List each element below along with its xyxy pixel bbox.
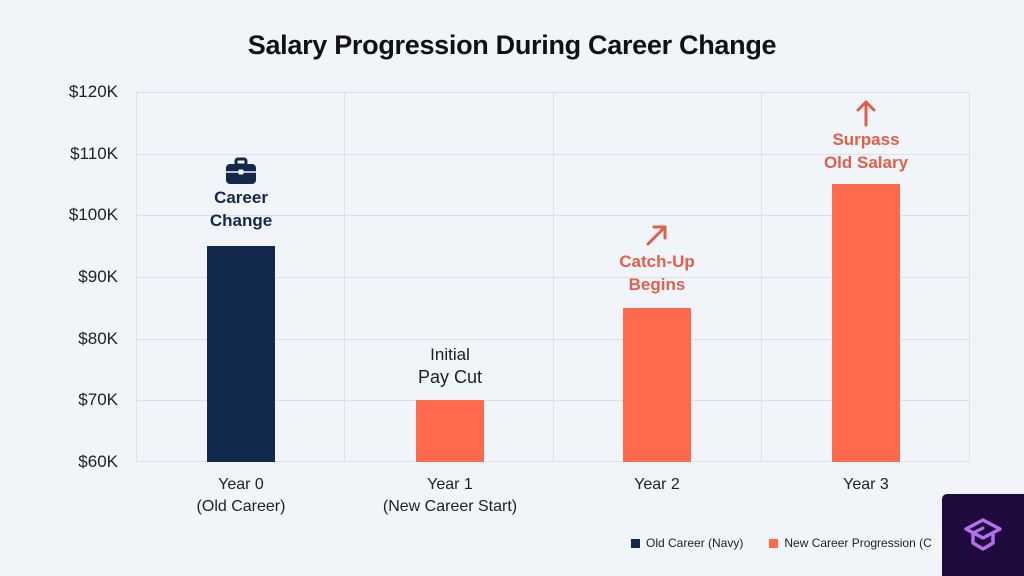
- legend: Old Career (Navy) New Career Progression…: [631, 536, 932, 550]
- bar-year-0: [207, 246, 275, 462]
- legend-swatch-new-career: [769, 538, 779, 548]
- y-tick-label: $80K: [78, 329, 118, 348]
- y-tick-label: $100K: [68, 205, 118, 224]
- x-label-line: Year 2: [634, 476, 680, 493]
- x-label-line: (New Career Start): [382, 498, 518, 515]
- y-tick-label: $120K: [68, 82, 118, 101]
- annotation-text: Catch-Up: [619, 252, 695, 271]
- annotation-surpass: Surpass Old Salary: [766, 98, 966, 174]
- y-tick-label: $70K: [78, 390, 118, 409]
- arrow-up-icon: [766, 98, 966, 128]
- bar-year-3: [832, 184, 900, 462]
- legend-swatch-old-career: [631, 538, 640, 548]
- x-label-year-3: Year 3: [766, 474, 966, 496]
- logo-badge: [942, 494, 1024, 576]
- gridline: [344, 92, 345, 462]
- briefcase-icon: [141, 156, 341, 186]
- annotation-career-change: Career Change: [141, 156, 341, 232]
- bar-year-2: [623, 308, 691, 462]
- graduation-cap-icon: [964, 518, 1002, 551]
- x-label-line: Year 3: [843, 476, 889, 493]
- y-tick-label: $110K: [70, 144, 118, 163]
- arrow-up-right-icon: [557, 220, 757, 250]
- gridline: [761, 92, 762, 462]
- annotation-text: Old Salary: [823, 153, 909, 172]
- chart-title: Salary Progression During Career Change: [247, 30, 777, 60]
- annotation-text: Surpass: [832, 130, 900, 149]
- annotation-text: Initial: [430, 345, 470, 364]
- annotation-text: Begins: [628, 275, 686, 294]
- x-label-line: (Old Career): [196, 498, 286, 515]
- gridline: [553, 92, 554, 462]
- bar-year-1: [416, 400, 484, 462]
- x-label-line: Year 0: [218, 476, 264, 493]
- x-label-line: Year 1: [427, 476, 473, 493]
- annotation-catch-up: Catch-Up Begins: [557, 220, 757, 296]
- legend-label-old-career: Old Career (Navy): [646, 536, 744, 550]
- annotation-text: Change: [209, 211, 273, 230]
- x-label-year-1: Year 1 (New Career Start): [350, 474, 550, 518]
- legend-label-new-career: New Career Progression (C: [784, 536, 932, 550]
- annotation-text: Pay Cut: [417, 367, 483, 387]
- x-label-year-2: Year 2: [557, 474, 757, 496]
- y-tick-label: $60K: [78, 452, 118, 471]
- annotation-initial-pay-cut: Initial Pay Cut: [350, 343, 550, 389]
- annotation-text: Career: [214, 188, 268, 207]
- x-label-year-0: Year 0 (Old Career): [141, 474, 341, 518]
- y-tick-label: $90K: [78, 267, 118, 286]
